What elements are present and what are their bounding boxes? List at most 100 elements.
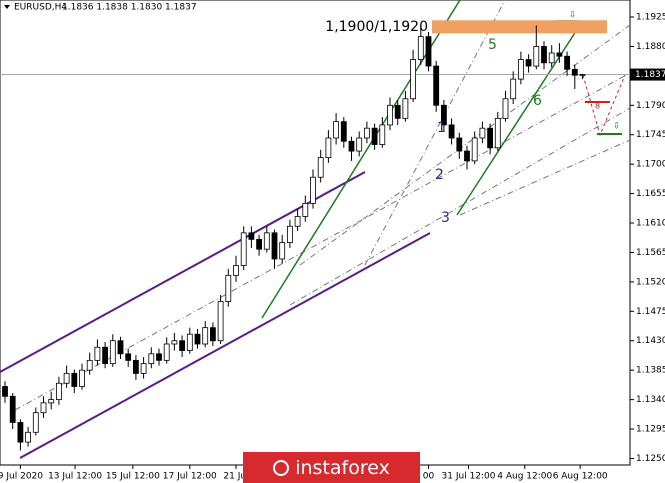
y-tick-label: 1.1475: [636, 307, 665, 317]
candle-body: [302, 202, 309, 217]
candle-body: [356, 137, 363, 152]
y-tick-label: 1.1880: [636, 42, 665, 52]
candle-body: [63, 373, 70, 384]
y-tick-label: 1.1340: [636, 395, 665, 405]
candle-body: [502, 98, 509, 119]
y-tick-label: 1.1925: [636, 13, 665, 23]
candle-body: [340, 121, 347, 142]
candle-body: [510, 78, 517, 100]
arrow-icon: ⇩: [613, 122, 621, 132]
channel-line: [289, 107, 631, 306]
candle-body: [317, 157, 324, 178]
candle-body: [248, 232, 255, 240]
candle-body: [286, 225, 293, 244]
candle-body: [148, 353, 155, 365]
candle-body: [464, 150, 470, 162]
y-tick-label: 1.1745: [636, 130, 665, 140]
price-tag-label: 1.1837: [635, 70, 665, 80]
candle-body: [363, 127, 370, 139]
wave-label: 8: [595, 102, 600, 111]
candle-body: [225, 274, 232, 302]
candle-body: [310, 176, 316, 204]
wave-label: 6: [533, 93, 542, 109]
candle-body: [348, 140, 355, 152]
candle-body: [379, 124, 386, 145]
candle-body: [156, 353, 162, 361]
candle-body: [541, 46, 547, 64]
x-tick-label: 00: [423, 472, 435, 482]
y-tick-label: 1.1790: [636, 101, 665, 111]
watermark: instaforex: [243, 452, 420, 483]
candle-body: [448, 124, 455, 139]
candle-body: [479, 127, 486, 139]
candle-body: [217, 301, 224, 342]
candle-body: [125, 353, 132, 361]
wave-label: 5: [488, 37, 497, 53]
candle-body: [517, 59, 524, 80]
y-tick-label: 1.1295: [636, 425, 665, 435]
candle-body: [579, 74, 586, 76]
price-tag: [630, 68, 665, 81]
candle-body: [487, 127, 493, 149]
y-tick-label: 1.1655: [636, 189, 665, 199]
candle-body: [325, 137, 332, 159]
x-tick-label: 15 Jul 12:00: [106, 472, 160, 482]
candle-body: [571, 68, 578, 76]
x-tick-label: 17 Jul 12:00: [163, 472, 217, 482]
candle-body: [387, 104, 393, 126]
candle-body: [9, 395, 16, 423]
y-tick-label: 1.1520: [636, 277, 665, 287]
wave-label: 3: [441, 210, 450, 226]
candle-body: [194, 333, 201, 345]
channel-line: [19, 232, 431, 459]
candle-body: [333, 121, 339, 139]
candle-body: [240, 232, 247, 266]
candle-body: [2, 386, 8, 397]
candle-body: [494, 117, 501, 149]
candle-body: [271, 232, 278, 260]
candle-body: [171, 340, 178, 345]
x-tick-label: 4 Aug 12:00: [497, 472, 552, 482]
ohlc: 1.1836 1.1838 1.1830 1.1837: [62, 3, 197, 13]
candle-body: [109, 340, 116, 365]
candle-body: [40, 402, 47, 414]
candle-body: [556, 52, 563, 57]
candle-body: [25, 431, 32, 443]
candle-body: [410, 59, 416, 100]
candle-body: [402, 98, 409, 119]
x-tick-label: 6 Aug 12:00: [553, 472, 608, 482]
x-tick-label: 13 Jul 12:00: [48, 472, 102, 482]
candle-body: [263, 232, 270, 250]
candle-body: [140, 363, 147, 374]
candle-body: [371, 127, 378, 145]
y-tick-label: 1.1610: [636, 219, 665, 229]
x-tick-label: 21 Jul: [223, 472, 248, 482]
candle-body: [133, 359, 139, 374]
x-tick-label: 31 Jul 12:00: [442, 472, 496, 482]
zone-label: 1,1900/1,1920: [325, 19, 428, 35]
arrow-icon: ⇩: [569, 11, 577, 21]
series: [0, 20, 630, 451]
candle-body: [256, 238, 262, 250]
candle-body: [394, 104, 401, 119]
candle-body: [417, 36, 424, 60]
candle-body: [71, 373, 78, 387]
candle-body: [117, 340, 124, 355]
candle-body: [471, 137, 478, 162]
channel-line: [459, 139, 631, 216]
watermark-icon: [273, 459, 290, 476]
candle-body: [279, 242, 286, 260]
candle-body: [86, 359, 93, 371]
candle-body: [548, 52, 555, 64]
candle-body: [456, 137, 463, 152]
wave-label: 2: [435, 167, 444, 183]
candle-body: [294, 216, 301, 227]
candle-body: [179, 340, 186, 351]
candle-body: [94, 346, 101, 361]
candle-body: [525, 59, 532, 67]
candle-body: [233, 265, 239, 276]
candle-body: [533, 46, 540, 67]
x-tick-label: 9 Jul 2020: [0, 472, 43, 482]
wave-label: 1: [437, 120, 446, 136]
